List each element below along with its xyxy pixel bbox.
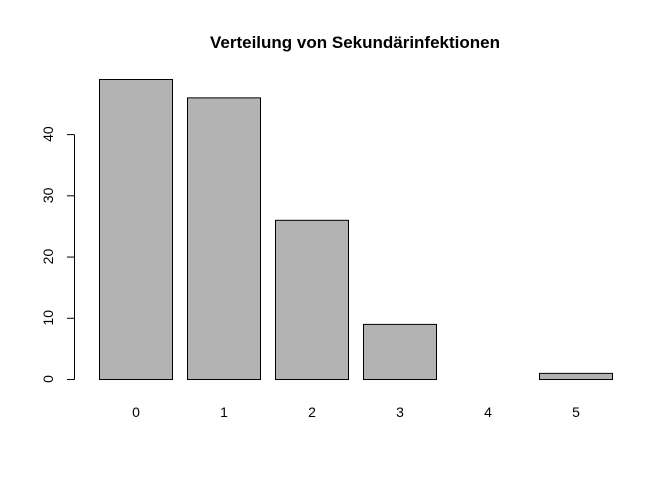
y-tick-label: 20 xyxy=(40,249,56,265)
x-tick-label: 4 xyxy=(484,404,492,420)
y-tick-label: 10 xyxy=(40,310,56,326)
bar-0 xyxy=(99,79,173,380)
bar-5 xyxy=(539,372,613,381)
chart-title: Verteilung von Sekundärinfektionen xyxy=(210,33,500,52)
x-tick-label: 1 xyxy=(220,404,228,420)
y-tick-label: 0 xyxy=(40,375,56,383)
x-tick-label: 0 xyxy=(132,404,140,420)
y-tick-label: 30 xyxy=(40,187,56,203)
bar-3 xyxy=(363,323,437,380)
y-tick-label: 40 xyxy=(40,126,56,142)
x-tick-label: 5 xyxy=(572,404,580,420)
x-tick-label: 2 xyxy=(308,404,316,420)
bar-2 xyxy=(275,219,349,380)
x-axis-labels: 0 1 2 3 4 5 xyxy=(132,404,580,420)
y-axis: 0 10 20 30 40 xyxy=(40,126,75,383)
bar-1 xyxy=(187,97,261,381)
bars-layer xyxy=(99,79,613,381)
x-tick-label: 3 xyxy=(396,404,404,420)
